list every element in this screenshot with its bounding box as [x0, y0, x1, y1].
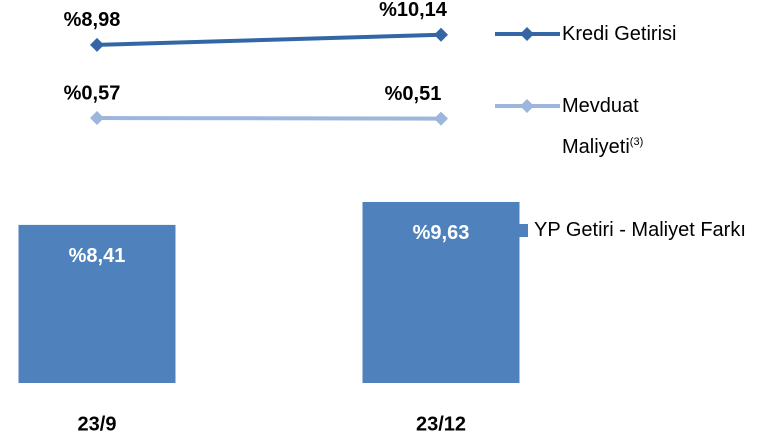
legend-label: Mevduat Maliyeti	[562, 95, 639, 158]
line	[96, 32, 442, 47]
legend-entry: Mevduat Maliyeti(3)	[562, 88, 702, 165]
legend-marker	[520, 99, 534, 113]
bar-value-label: %8,41	[69, 245, 126, 267]
legend-entry: Kredi Getirisi	[562, 16, 702, 52]
x-tick-label: 23/9	[78, 413, 117, 435]
line-marker	[90, 111, 104, 126]
line-value-label: %0,57	[64, 82, 121, 104]
bar	[18, 224, 176, 383]
line-marker	[434, 27, 448, 42]
line-marker	[434, 111, 448, 126]
legend-label: YP Getiri - Maliyet Farkı	[534, 219, 746, 241]
legend-label: Kredi Getirisi	[562, 23, 677, 45]
legend-entry: YP Getiri - Maliyet Farkı	[534, 212, 764, 248]
legend-marker	[520, 27, 534, 41]
legend-marker	[515, 224, 528, 237]
line-marker	[90, 37, 104, 52]
line-value-label: %8,98	[64, 9, 121, 31]
line	[96, 116, 442, 121]
bar	[362, 201, 520, 383]
legend-note: (3)	[629, 136, 644, 148]
line-value-label: %10,14	[379, 0, 448, 21]
bar-value-label: %9,63	[413, 222, 470, 244]
x-tick-label: 23/12	[416, 413, 466, 435]
line-value-label: %0,51	[385, 83, 442, 105]
